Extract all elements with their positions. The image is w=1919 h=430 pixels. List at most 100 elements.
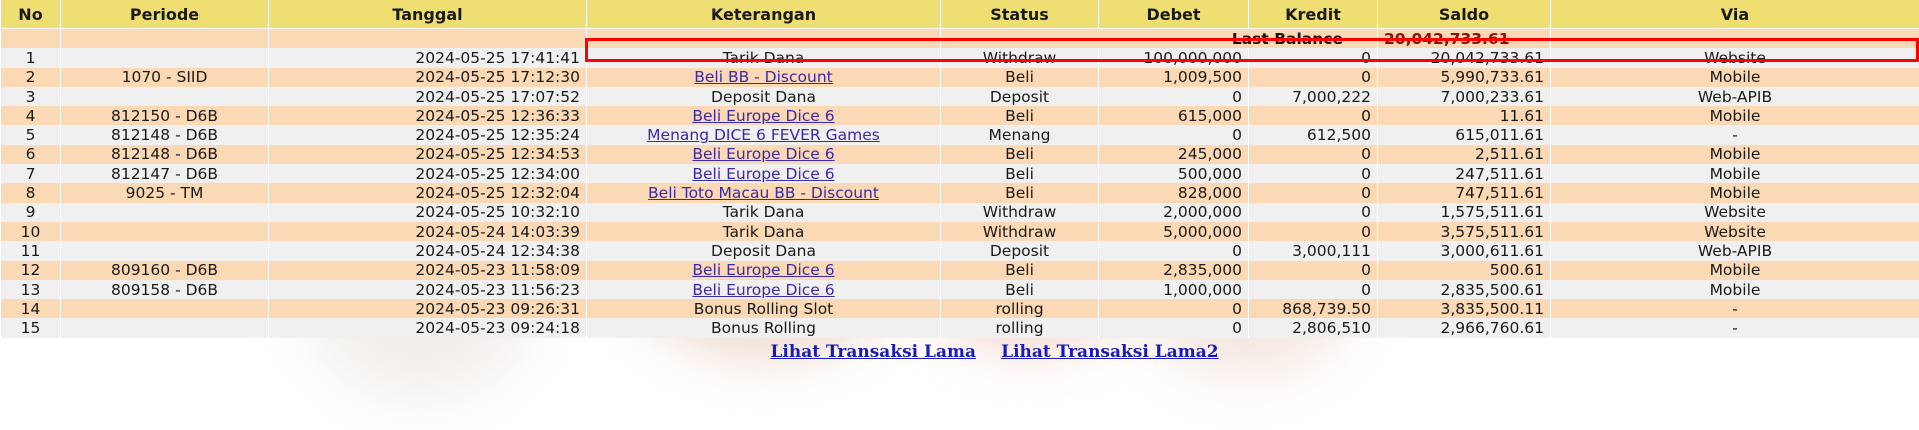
table-row: 9 2024-05-25 10:32:10 Tarik Dana Withdraw 2,… <box>0 202 1919 222</box>
cell-keterangan[interactable]: Beli Europe Dice 6 <box>586 260 941 280</box>
last-balance-pad <box>268 28 587 49</box>
cell-status: Deposit <box>940 241 1099 261</box>
cell-keterangan: Tarik Dana <box>586 202 941 222</box>
transaction-table: No Periode Tanggal Keterangan Status Deb… <box>0 0 1919 338</box>
cell-no: 9 <box>0 202 61 222</box>
cell-periode <box>60 318 269 338</box>
cell-debet: 828,000 <box>1098 183 1249 203</box>
column-header-keterangan[interactable]: Keterangan <box>586 0 941 29</box>
keterangan-link[interactable]: Menang DICE 6 FEVER Games <box>647 126 880 145</box>
cell-tanggal: 2024-05-25 12:35:24 <box>268 125 587 145</box>
last-balance-label: Last Balance <box>940 28 1378 49</box>
cell-periode: 812147 - D6B <box>60 164 269 184</box>
cell-debet: 2,835,000 <box>1098 260 1249 280</box>
cell-via: - <box>1550 318 1919 338</box>
cell-periode: 812148 - D6B <box>60 125 269 145</box>
cell-no: 12 <box>0 260 61 280</box>
keterangan-link[interactable]: Beli Europe Dice 6 <box>692 145 835 164</box>
cell-periode: 1070 - SIID <box>60 67 269 87</box>
cell-via: - <box>1550 299 1919 319</box>
transaction-table-body: Last Balance 20,042,733.61 1 2024-05-25 1… <box>0 28 1919 338</box>
last-balance-pad <box>1550 28 1919 49</box>
column-header-via[interactable]: Via <box>1550 0 1919 29</box>
cell-no: 3 <box>0 86 61 107</box>
table-row: 13 809158 - D6B 2024-05-23 11:56:23 Beli Eu… <box>0 279 1919 300</box>
cell-keterangan[interactable]: Beli Europe Dice 6 <box>586 279 941 300</box>
keterangan-link[interactable]: Beli Europe Dice 6 <box>692 261 835 280</box>
cell-debet: 100,000,000 <box>1098 48 1249 68</box>
column-header-tanggal[interactable]: Tanggal <box>268 0 587 29</box>
column-header-kredit[interactable]: Kredit <box>1248 0 1378 29</box>
cell-kredit: 0 <box>1248 221 1378 242</box>
cell-saldo: 5,990,733.61 <box>1377 67 1551 87</box>
cell-keterangan[interactable]: Beli Europe Dice 6 <box>586 164 941 184</box>
cell-no: 4 <box>0 106 61 126</box>
cell-periode <box>60 221 269 242</box>
column-header-no[interactable]: No <box>0 0 61 29</box>
cell-saldo: 615,011.61 <box>1377 125 1551 145</box>
lihat-transaksi-lama-link[interactable]: Lihat Transaksi Lama <box>770 341 977 362</box>
cell-no: 8 <box>0 183 61 203</box>
cell-saldo: 11.61 <box>1377 106 1551 126</box>
lihat-transaksi-lama2-link[interactable]: Lihat Transaksi Lama2 <box>1001 341 1219 362</box>
cell-status: Beli <box>940 279 1099 300</box>
cell-kredit: 0 <box>1248 164 1378 184</box>
cell-keterangan[interactable]: Menang DICE 6 FEVER Games <box>586 125 941 145</box>
cell-kredit: 0 <box>1248 202 1378 222</box>
cell-periode: 812150 - D6B <box>60 106 269 126</box>
cell-saldo: 247,511.61 <box>1377 164 1551 184</box>
table-row: 5 812148 - D6B 2024-05-25 12:35:24 Menang D… <box>0 125 1919 145</box>
cell-keterangan[interactable]: Beli Toto Macau BB - Discount <box>586 183 941 203</box>
cell-via: Website <box>1550 202 1919 222</box>
cell-keterangan: Tarik Dana <box>586 221 941 242</box>
cell-tanggal: 2024-05-25 17:07:52 <box>268 86 587 107</box>
cell-no: 14 <box>0 299 61 319</box>
cell-saldo: 747,511.61 <box>1377 183 1551 203</box>
cell-tanggal: 2024-05-24 12:34:38 <box>268 241 587 261</box>
column-header-status[interactable]: Status <box>940 0 1099 29</box>
cell-debet: 1,009,500 <box>1098 67 1249 87</box>
last-balance-pad <box>0 28 61 49</box>
cell-saldo: 7,000,233.61 <box>1377 86 1551 107</box>
cell-periode <box>60 299 269 319</box>
cell-status: Withdraw <box>940 202 1099 222</box>
keterangan-link[interactable]: Beli BB - Discount <box>694 68 833 87</box>
cell-saldo: 20,042,733.61 <box>1377 48 1551 68</box>
column-header-debet[interactable]: Debet <box>1098 0 1249 29</box>
cell-periode: 812148 - D6B <box>60 144 269 165</box>
cell-no: 5 <box>0 125 61 145</box>
cell-tanggal: 2024-05-23 11:56:23 <box>268 279 587 300</box>
cell-debet: 2,000,000 <box>1098 202 1249 222</box>
last-balance-value: 20,042,733.61 <box>1377 28 1551 49</box>
table-row: 4 812150 - D6B 2024-05-25 12:36:33 Beli Eur… <box>0 106 1919 126</box>
table-row: 14 2024-05-23 09:26:31 Bonus Rolling Slot r… <box>0 299 1919 319</box>
cell-via: Mobile <box>1550 279 1919 300</box>
keterangan-link[interactable]: Beli Europe Dice 6 <box>692 106 835 125</box>
column-header-periode[interactable]: Periode <box>60 0 269 29</box>
column-header-saldo[interactable]: Saldo <box>1377 0 1551 29</box>
cell-keterangan[interactable]: Beli Europe Dice 6 <box>586 106 941 126</box>
cell-status: Beli <box>940 260 1099 280</box>
cell-kredit: 0 <box>1248 279 1378 300</box>
cell-via: Mobile <box>1550 67 1919 87</box>
keterangan-link[interactable]: Beli Toto Macau BB - Discount <box>648 184 879 203</box>
keterangan-link[interactable]: Beli Europe Dice 6 <box>692 280 835 299</box>
table-row: 10 2024-05-24 14:03:39 Tarik Dana Withdraw 5… <box>0 221 1919 242</box>
cell-tanggal: 2024-05-25 12:34:53 <box>268 144 587 165</box>
transaction-table-wrapper: No Periode Tanggal Keterangan Status Deb… <box>0 0 1919 338</box>
cell-keterangan[interactable]: Beli Europe Dice 6 <box>586 144 941 165</box>
cell-no: 1 <box>0 48 61 68</box>
last-balance-pad <box>60 28 269 49</box>
keterangan-link[interactable]: Beli Europe Dice 6 <box>692 164 835 183</box>
cell-status: Withdraw <box>940 48 1099 68</box>
cell-debet: 245,000 <box>1098 144 1249 165</box>
table-row: 2 1070 - SIID 2024-05-25 17:12:30 Beli BB -… <box>0 67 1919 87</box>
cell-no: 6 <box>0 144 61 165</box>
cell-periode <box>60 48 269 68</box>
cell-saldo: 3,000,611.61 <box>1377 241 1551 261</box>
last-balance-row: Last Balance 20,042,733.61 <box>0 28 1919 49</box>
cell-keterangan: Deposit Dana <box>586 86 941 107</box>
cell-tanggal: 2024-05-23 09:24:18 <box>268 318 587 338</box>
cell-keterangan[interactable]: Beli BB - Discount <box>586 67 941 87</box>
cell-debet: 615,000 <box>1098 106 1249 126</box>
